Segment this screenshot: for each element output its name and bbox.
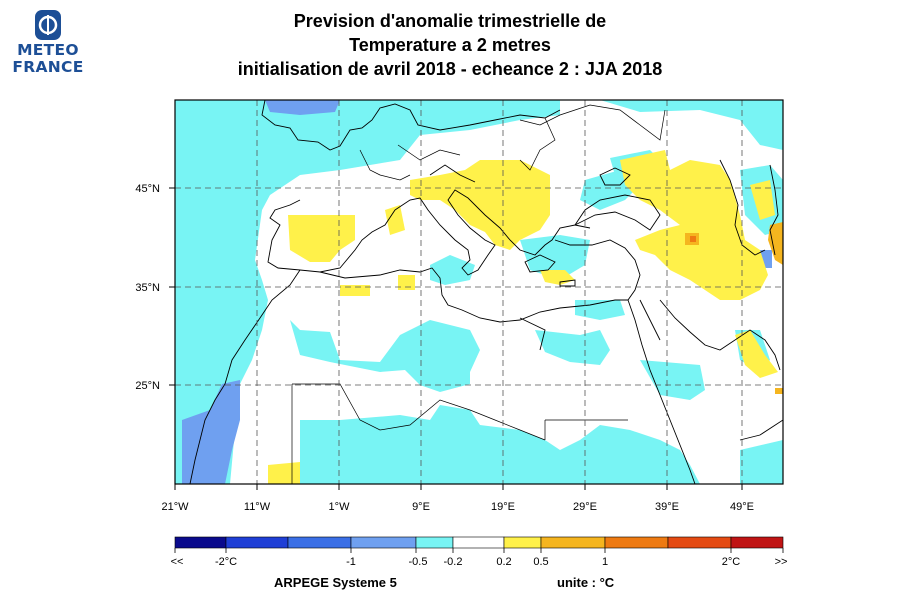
logo-text-meteo: METEO — [17, 41, 79, 59]
colorbar-label: -0.5 — [409, 556, 428, 568]
axis-tick-marks — [169, 187, 743, 490]
colorbar-label: 1 — [602, 556, 608, 568]
colorbar-label: 0.5 — [533, 556, 548, 568]
title-line-2: Temperature a 2 metres — [349, 35, 551, 55]
colorbar-cell — [287, 536, 352, 549]
page-title: Prevision d'anomalie trimestrielle de Te… — [150, 9, 750, 81]
title-line-1: Prevision d'anomalie trimestrielle de — [293, 11, 607, 31]
colorbar-cell — [730, 536, 784, 549]
logo-text-france: FRANCE — [12, 58, 84, 76]
unit-label: unite : °C — [557, 575, 615, 590]
graticule — [175, 100, 783, 484]
colorbar-label: -1 — [346, 556, 356, 568]
lon-tick-label: 29°E — [573, 501, 597, 513]
colorbar-label: -0.2 — [444, 556, 463, 568]
lat-tick-label: 25°N — [135, 380, 160, 392]
colorbar-cell — [540, 536, 606, 549]
colorbar-label: -2°C — [215, 556, 237, 568]
colorbar-cell — [667, 536, 732, 549]
lon-tick-label: 21°W — [161, 501, 189, 513]
colorbar-label: 0.2 — [496, 556, 511, 568]
colorbar-label: << — [171, 556, 184, 568]
model-label: ARPEGE Systeme 5 — [274, 575, 397, 590]
colorbar-cell — [452, 536, 505, 549]
colorbar-label: >> — [775, 556, 788, 568]
map-frame — [174, 99, 784, 485]
anomaly-cyan-areas — [175, 100, 783, 484]
coastlines — [189, 100, 783, 484]
colorbar-cell — [503, 536, 542, 549]
lon-tick-label: 39°E — [655, 501, 679, 513]
meteo-france-logo: METEO FRANCE — [6, 8, 90, 88]
colorbar: << -2°C -1 -0.5 -0.2 0.2 0.5 1 2°C >> — [171, 536, 788, 568]
country-borders — [291, 104, 666, 484]
lon-tick-label: 19°E — [491, 501, 515, 513]
colorbar-cell — [604, 536, 669, 549]
lon-tick-label: 1°W — [329, 501, 351, 513]
lon-tick-label: 11°W — [244, 501, 271, 513]
title-line-3: initialisation de avril 2018 - echeance … — [237, 59, 663, 79]
lon-tick-labels: 21°W 11°W 1°W 9°E 19°E 29°E 39°E 49°E — [161, 501, 754, 513]
anomaly-yellow-areas — [268, 150, 778, 484]
lon-tick-label: 49°E — [730, 501, 754, 513]
colorbar-label: 2°C — [722, 556, 741, 568]
colorbar-cell — [415, 536, 454, 549]
colorbar-cell — [174, 536, 227, 549]
lon-tick-label: 9°E — [412, 501, 430, 513]
meteo-france-emblem-icon — [35, 10, 61, 40]
colorbar-cell — [225, 536, 289, 549]
lat-tick-label: 35°N — [135, 282, 160, 294]
lat-tick-labels: 45°N 35°N 25°N — [135, 183, 160, 392]
map-field — [175, 100, 783, 484]
lat-tick-label: 45°N — [135, 183, 160, 195]
colorbar-cell — [350, 536, 417, 549]
anomaly-darkorange-areas — [690, 236, 696, 242]
